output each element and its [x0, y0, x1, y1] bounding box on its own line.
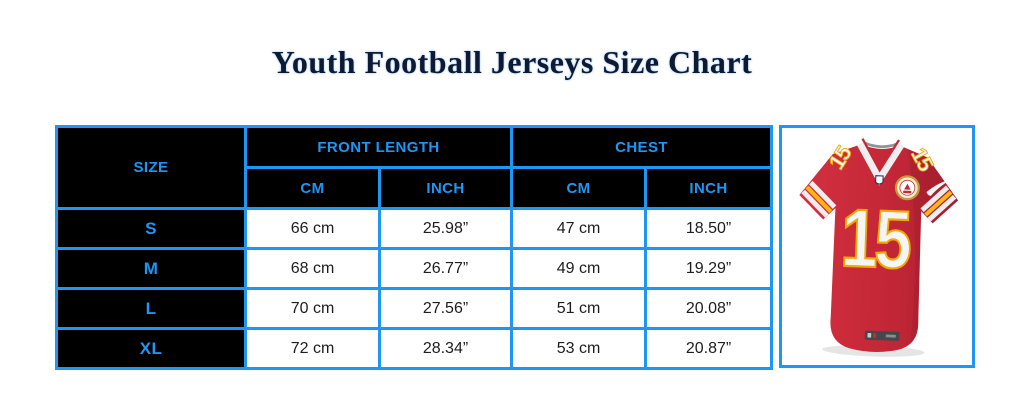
- back-collar-band: [862, 140, 899, 148]
- col-header-front-length: FRONT LENGTH: [243, 125, 514, 169]
- table-row-s: S 66 cm 25.98” 47 cm 18.50”: [55, 207, 774, 250]
- front-inch-value: 27.56”: [377, 287, 514, 330]
- size-label: L: [55, 287, 247, 330]
- sub-header-front-cm: CM: [244, 166, 381, 210]
- chest-cm-value: 47 cm: [510, 207, 648, 250]
- col-header-chest: CHEST: [510, 125, 774, 169]
- front-inch-value: 26.77”: [377, 247, 514, 290]
- jock-tag: [864, 330, 900, 341]
- size-chart-content: SIZE FRONT LENGTH CHEST CM INCH CM INCH …: [55, 125, 976, 370]
- jersey-image-box: 15 15 15: [779, 125, 976, 368]
- sleeve-stripe: [801, 189, 829, 218]
- front-inch-value: 28.34”: [377, 327, 514, 370]
- nike-swoosh-icon: [926, 179, 950, 196]
- front-cm-value: 68 cm: [244, 247, 381, 290]
- sleeve-stripe: [927, 194, 957, 221]
- sub-header-row: CM INCH CM INCH: [57, 166, 774, 210]
- sleeve-stripe: [924, 190, 953, 216]
- col-header-size: SIZE: [55, 125, 247, 210]
- front-inch-value: 25.98”: [377, 207, 514, 250]
- table-row-l: L 70 cm 27.56” 51 cm 20.08”: [55, 287, 774, 330]
- jersey-body: [799, 143, 959, 352]
- sub-header-chest-inch: INCH: [644, 166, 774, 210]
- team-logo-patch-icon: [894, 174, 920, 200]
- sub-header-front-inch: INCH: [377, 166, 514, 210]
- front-cm-value: 70 cm: [244, 287, 381, 330]
- sleeve-stripe: [920, 184, 950, 212]
- jersey-number-front: 15: [838, 190, 913, 286]
- chest-cm-value: 49 cm: [510, 247, 648, 290]
- red-football-jersey-icon: 15 15 15: [799, 137, 960, 357]
- sleeve-stripe: [805, 185, 833, 213]
- chest-inch-value: 20.87”: [644, 327, 774, 370]
- size-label: M: [55, 247, 247, 290]
- sub-header-chest-cm: CM: [510, 166, 648, 210]
- nfl-shield-icon: [875, 174, 884, 185]
- front-cm-value: 72 cm: [244, 327, 381, 370]
- chest-cm-value: 53 cm: [510, 327, 648, 370]
- size-label: S: [55, 207, 247, 250]
- chest-inch-value: 20.08”: [644, 287, 774, 330]
- size-label: XL: [55, 327, 247, 370]
- sleeve-stripe: [808, 180, 837, 209]
- collar-trim: [861, 137, 900, 173]
- table-row-m: M 68 cm 26.77” 49 cm 19.29”: [55, 247, 774, 290]
- chest-inch-value: 19.29”: [644, 247, 774, 290]
- chest-cm-value: 51 cm: [510, 287, 648, 330]
- table-row-xl: XL 72 cm 28.34” 53 cm 20.87”: [55, 327, 774, 370]
- svg-text:15: 15: [839, 191, 912, 285]
- page-title: Youth Football Jerseys Size Chart: [271, 44, 753, 80]
- front-cm-value: 66 cm: [244, 207, 381, 250]
- size-chart-table: SIZE FRONT LENGTH CHEST CM INCH CM INCH …: [55, 125, 774, 370]
- chest-inch-value: 18.50”: [644, 207, 774, 250]
- group-header-row: SIZE FRONT LENGTH CHEST: [55, 125, 774, 210]
